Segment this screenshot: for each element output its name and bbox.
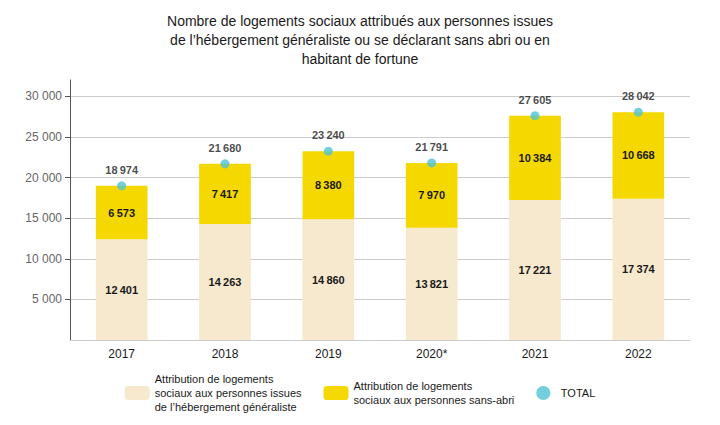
svg-text:habitant de fortune: habitant de fortune [302,51,419,67]
svg-text:15 000: 15 000 [25,211,62,225]
svg-text:2018: 2018 [212,347,239,361]
svg-text:21 680: 21 680 [209,142,242,154]
svg-text:30 000: 30 000 [25,89,62,103]
svg-text:20 000: 20 000 [25,171,62,185]
svg-text:de l’hébergement généraliste o: de l’hébergement généraliste ou se décla… [170,32,550,48]
svg-text:8 380: 8 380 [315,179,342,191]
svg-text:28 042: 28 042 [622,90,655,102]
svg-text:18 974: 18 974 [105,164,139,176]
svg-text:10 000: 10 000 [25,252,62,266]
svg-text:21 791: 21 791 [415,141,448,153]
svg-text:7 417: 7 417 [212,188,239,200]
svg-text:17 374: 17 374 [622,263,656,275]
svg-text:23 240: 23 240 [312,129,345,141]
svg-text:27 605: 27 605 [519,94,552,106]
svg-text:2019: 2019 [315,347,342,361]
svg-text:13 821: 13 821 [415,278,448,290]
svg-text:Attribution de logements: Attribution de logements [354,380,473,392]
svg-text:Nombre de logements sociaux at: Nombre de logements sociaux attribués au… [167,13,553,29]
svg-text:7 970: 7 970 [418,189,445,201]
svg-text:10 668: 10 668 [622,149,655,161]
svg-text:2021: 2021 [522,347,549,361]
svg-text:6 573: 6 573 [108,207,135,219]
svg-text:12 401: 12 401 [105,284,138,296]
svg-text:14 263: 14 263 [209,276,242,288]
svg-text:de l’hébergement généraliste: de l’hébergement généraliste [155,401,297,413]
svg-text:sociaux aux personnes issues: sociaux aux personnes issues [155,387,302,399]
svg-text:2020*: 2020* [416,347,448,361]
svg-text:14 860: 14 860 [312,274,345,286]
svg-text:TOTAL: TOTAL [561,387,595,399]
svg-text:5 000: 5 000 [32,292,62,306]
svg-text:17 221: 17 221 [519,264,552,276]
svg-text:25 000: 25 000 [25,130,62,144]
svg-text:2017: 2017 [108,347,135,361]
svg-text:sociaux aux personnes sans-abr: sociaux aux personnes sans-abri [354,394,515,406]
svg-text:2022: 2022 [625,347,652,361]
svg-text:10 384: 10 384 [519,152,553,164]
svg-text:Attribution de logements: Attribution de logements [155,373,274,385]
